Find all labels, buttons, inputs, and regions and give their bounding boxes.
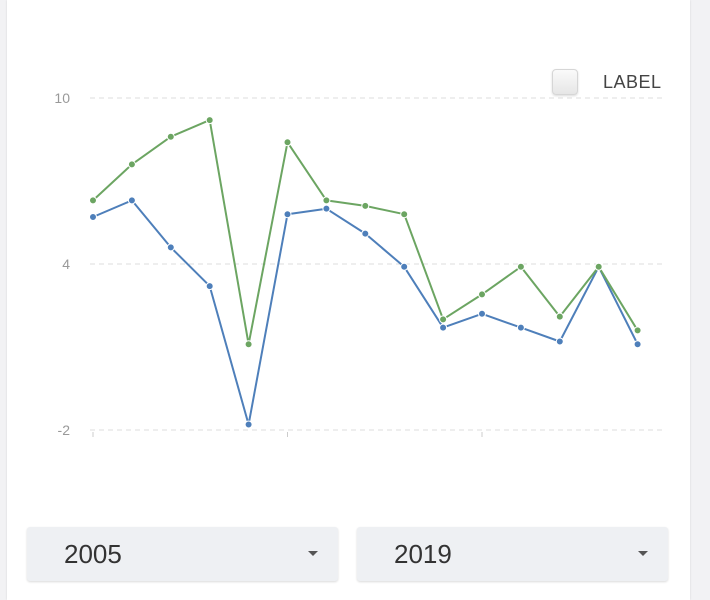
data-point[interactable]	[555, 312, 564, 321]
data-point[interactable]	[400, 210, 409, 219]
data-point[interactable]	[361, 201, 370, 210]
y-tick-label: 10	[54, 90, 70, 106]
end-year-value: 2019	[394, 539, 452, 569]
data-point[interactable]	[89, 212, 97, 221]
data-point[interactable]	[322, 204, 331, 213]
data-point[interactable]	[205, 116, 214, 125]
legend-checkbox[interactable]	[552, 69, 578, 95]
data-point[interactable]	[516, 262, 525, 271]
start-year-select[interactable]: 2005	[27, 527, 338, 581]
series-layer	[89, 116, 642, 429]
start-year-value: 2005	[64, 539, 122, 569]
data-point[interactable]	[166, 243, 175, 252]
data-point[interactable]	[439, 315, 448, 324]
legend-toggle[interactable]: LABEL	[552, 67, 662, 97]
data-point[interactable]	[205, 282, 214, 291]
data-point[interactable]	[322, 196, 331, 205]
data-point[interactable]	[244, 340, 253, 349]
data-point[interactable]	[400, 262, 409, 271]
chart-card	[7, 0, 690, 600]
data-point[interactable]	[478, 290, 486, 299]
y-tick-label: -2	[58, 422, 71, 438]
data-point[interactable]	[244, 420, 253, 429]
data-point[interactable]	[594, 262, 603, 271]
data-point[interactable]	[283, 138, 292, 147]
data-point[interactable]	[166, 132, 175, 141]
data-point[interactable]	[555, 337, 564, 346]
end-year-select[interactable]: 2019	[357, 527, 668, 581]
data-point[interactable]	[633, 326, 642, 335]
data-point[interactable]	[283, 210, 292, 219]
data-point[interactable]	[127, 160, 136, 169]
axis-layer: 10 4 -2	[54, 90, 483, 438]
y-tick-label: 4	[62, 256, 70, 272]
data-point[interactable]	[633, 340, 642, 349]
data-point[interactable]	[439, 323, 448, 332]
data-point[interactable]	[89, 196, 97, 205]
grid-layer	[90, 97, 665, 431]
legend-label: LABEL	[603, 71, 662, 92]
chevron-down-icon	[638, 551, 648, 556]
chevron-down-icon	[308, 551, 318, 556]
data-point[interactable]	[516, 323, 525, 332]
data-point[interactable]	[478, 309, 486, 318]
data-point[interactable]	[127, 196, 136, 205]
data-point[interactable]	[361, 229, 370, 238]
